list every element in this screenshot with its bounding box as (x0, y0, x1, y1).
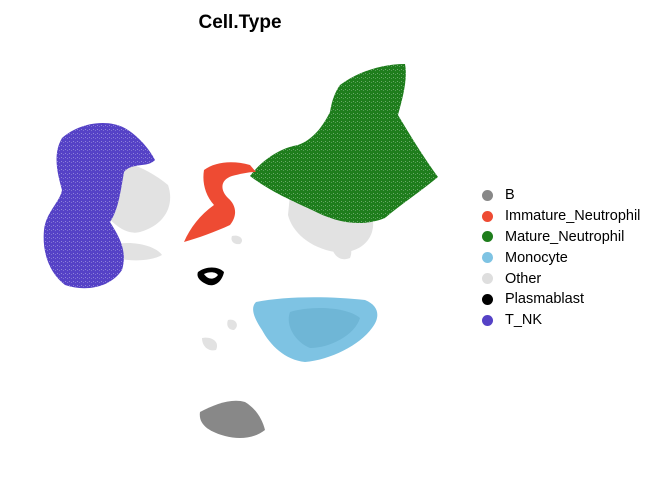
legend-label: Mature_Neutrophil (505, 228, 625, 245)
legend-marker (482, 189, 493, 201)
legend-marker (482, 273, 493, 285)
cluster-monocyte (253, 297, 378, 362)
legend-item: Immature_Neutrophil (480, 206, 640, 227)
legend-label: Monocyte (505, 249, 568, 266)
chart-title: Cell.Type (198, 12, 282, 33)
legend-marker (482, 231, 493, 243)
legend-label: T_NK (505, 312, 543, 329)
cluster-b (199, 400, 265, 438)
legend-item: Monocyte (480, 247, 640, 268)
legend-marker (482, 210, 493, 222)
legend-item: Other (480, 268, 640, 289)
legend-item: Mature_Neutrophil (480, 227, 640, 248)
legend-label: Plasmablast (505, 291, 584, 308)
cluster-mature-neutrophil (250, 64, 438, 224)
scatter-plot-area (43, 64, 438, 438)
legend: B Immature_Neutrophil Mature_Neutrophil Mon… (480, 185, 640, 331)
legend-label: Other (505, 270, 542, 287)
cluster-plasmablast (197, 267, 224, 286)
cluster-t-nk (43, 123, 155, 289)
legend-marker (482, 252, 493, 264)
legend-marker (482, 314, 493, 326)
legend-item: T_NK (480, 310, 640, 331)
legend-label: Immature_Neutrophil (505, 208, 641, 225)
legend-label: B (505, 187, 515, 204)
cluster-immature-neutrophil (184, 162, 256, 242)
legend-item: Plasmablast (480, 289, 640, 310)
legend-marker (482, 293, 493, 305)
legend-item: B (480, 185, 640, 206)
